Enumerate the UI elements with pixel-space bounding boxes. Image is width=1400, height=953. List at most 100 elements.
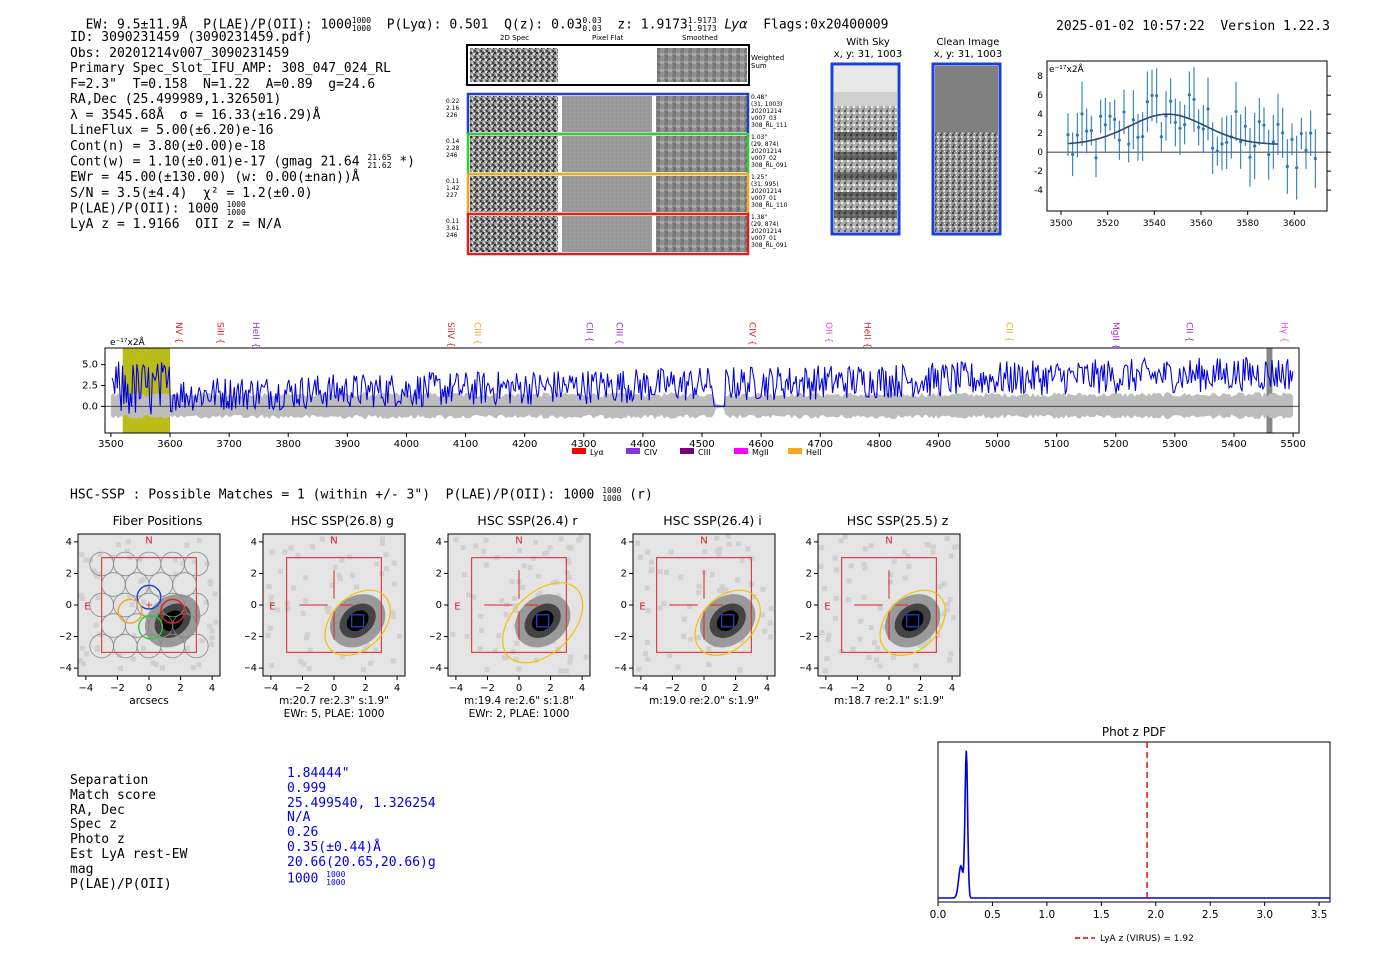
zoom-data-point xyxy=(1211,146,1215,150)
zoom-ytick-label: 0 xyxy=(1037,148,1043,158)
spectrum-ytick-label: 2.5 xyxy=(82,381,98,392)
hsc-caption-2: EWr: 5, PLAE: 1000 xyxy=(284,708,385,720)
header-plae: P(LAE)/P(OII): 1000 xyxy=(203,17,352,33)
match-val-score: 0.999 xyxy=(287,780,327,796)
spectrum-legend-label: Lyα xyxy=(590,448,604,457)
cutout-grid-svg xyxy=(466,44,750,256)
hsc-image-pixel xyxy=(583,654,589,660)
hsc-image-pixel xyxy=(362,646,368,652)
hsc-image-pixel xyxy=(213,619,219,625)
hsc-image-pixel xyxy=(558,536,564,542)
hsc-panel-title: HSC SSP(26.4) i xyxy=(663,513,762,528)
hsc-image-pixel xyxy=(483,537,489,543)
hsc-image-pixel xyxy=(726,541,732,547)
hsc-image-pixel xyxy=(760,586,766,592)
hsc-image-pixel xyxy=(516,666,522,672)
hsc-image-pixel xyxy=(138,578,144,584)
zoom-data-point xyxy=(1183,122,1187,127)
hsc-search-box xyxy=(471,557,567,653)
spectrum-legend-swatch xyxy=(572,448,586,454)
hsc-compass-n: N xyxy=(330,535,337,546)
hsc-image-pixel xyxy=(887,579,893,585)
hsc-caption-1: m:20.7 re:2.3" s:1.9" xyxy=(279,695,389,707)
zoom-data-point xyxy=(1225,140,1229,145)
photz-xtick-label: 3.0 xyxy=(1256,909,1273,921)
hsc-image-pixel xyxy=(947,657,953,663)
cutout-pixelflat-2 xyxy=(562,136,652,172)
hsc-ytick-label: −2 xyxy=(800,632,812,643)
header-bar: EW: 9.5±11.9Å P(LAE)/P(OII): 10001000 100… xyxy=(70,2,889,33)
cutout-gap-a-2 xyxy=(559,136,562,172)
hsc-ytick-label: −2 xyxy=(615,632,627,643)
zoom-data-point xyxy=(1127,142,1131,146)
hsc-compass-n: N xyxy=(700,535,707,546)
hsc-image-pixel xyxy=(269,549,275,555)
hsc-image-pixel xyxy=(510,649,516,655)
zoom-data-point xyxy=(1085,129,1089,133)
hsc-xtick-label: 4 xyxy=(394,683,400,694)
hsc-xtick-label: 4 xyxy=(949,683,955,694)
hsc-image-pixel xyxy=(862,565,868,571)
info-ewr: EWr = 45.00(±130.00) (w: 0.00(±nan))Å xyxy=(70,170,360,185)
cutout-2dspec-3 xyxy=(470,176,558,212)
hsc-image-bg xyxy=(633,534,775,676)
zoom-data-point xyxy=(1145,100,1149,104)
info-sn: S/N = 3.5(±4.4) χ² = 1.2(±0.0) xyxy=(70,185,313,201)
hsc-image-pixel xyxy=(751,594,757,600)
hsc-image-pixel xyxy=(866,654,872,660)
hsc-image-pixel xyxy=(207,623,213,629)
cutout-row2-left: 0.14 2.28 246 xyxy=(446,138,460,159)
fiber-circle xyxy=(184,633,209,659)
hsc-image-pixel xyxy=(578,534,584,540)
hsc-image-pixel xyxy=(116,652,122,658)
hsc-image-pixel xyxy=(566,575,572,581)
hsc-image-pixel xyxy=(566,545,572,551)
spec-content: 3500 3600 3700 3800 3900 4000 4100 4200 4300 4400… xyxy=(82,322,1306,457)
hsc-image-pixel xyxy=(717,546,723,552)
hsc-heading-hi: 1000 xyxy=(602,486,622,495)
hsc-ytick-label: 0 xyxy=(251,600,257,611)
hsc-image-pixel xyxy=(861,561,867,567)
hsc-image-pixel xyxy=(948,553,954,559)
hsc-image-pixel xyxy=(564,557,570,563)
hsc-image-pixel xyxy=(304,635,310,641)
hsc-image-pixel xyxy=(203,599,209,605)
hsc-image-pixel xyxy=(945,601,951,607)
hsc-image-pixel xyxy=(520,585,526,591)
zoom-ytick-label: 6 xyxy=(1037,91,1043,101)
spectrum-legend-swatch xyxy=(788,448,802,454)
hsc-image-pixel xyxy=(159,665,165,671)
hsc-ytick-label: 0 xyxy=(66,600,72,611)
spectrum-xtick-label: 3500 xyxy=(98,439,123,450)
zoom-ytick-label: -4 xyxy=(1034,186,1043,196)
hsc-ytick-label: 4 xyxy=(621,537,627,548)
cutout-smoothed-2 xyxy=(656,136,747,172)
hsc-image-pixel xyxy=(948,651,954,657)
header-qz-lo: 0.03 xyxy=(582,24,602,33)
photz-frame xyxy=(937,741,1331,903)
hsc-xtick-label: 0 xyxy=(701,683,707,694)
zoom-data-point xyxy=(1192,97,1196,102)
hsc-image-pixel xyxy=(687,604,693,610)
hsc-image-pixel xyxy=(818,564,824,570)
hsc-panel-5: HSC SSP(25.5) z N E −4 −4 −2 −2 0 0 2 2 4 4 m:18.7 re… xyxy=(800,512,985,727)
photz-xtick-label: 2.5 xyxy=(1202,909,1219,921)
spectrum-ytick-label: 0.0 xyxy=(82,401,98,412)
hsc-image-pixel xyxy=(868,624,874,630)
fiber-circle xyxy=(184,551,209,577)
hsc-image-pixel xyxy=(209,628,215,634)
hsc-ytick-label: −4 xyxy=(430,663,442,674)
fiber-circle xyxy=(172,572,197,597)
zoom-content: 3500 3520 3540 3560 3580 3600 -4 -2 0 2 4 6 8 xyxy=(1034,67,1331,229)
hsc-image-pixel xyxy=(127,594,133,600)
cutout-row2-right: 1.03" (29, 874) 20201214 v007_02 308_RL_… xyxy=(751,134,788,169)
hsc-image-pixel xyxy=(466,592,472,598)
hsc-image-pixel xyxy=(850,646,856,652)
hsc-image-pixel xyxy=(79,552,85,558)
hsc-caption-1: m:19.0 re:2.0" s:1.9" xyxy=(649,695,759,707)
hsc-image-pixel xyxy=(944,607,950,613)
cutout-gap-a-1 xyxy=(559,96,562,132)
cutout-gap-a-3 xyxy=(559,176,562,212)
hsc-image-pixel xyxy=(172,557,178,563)
cutout-2dspec-2 xyxy=(470,136,558,172)
